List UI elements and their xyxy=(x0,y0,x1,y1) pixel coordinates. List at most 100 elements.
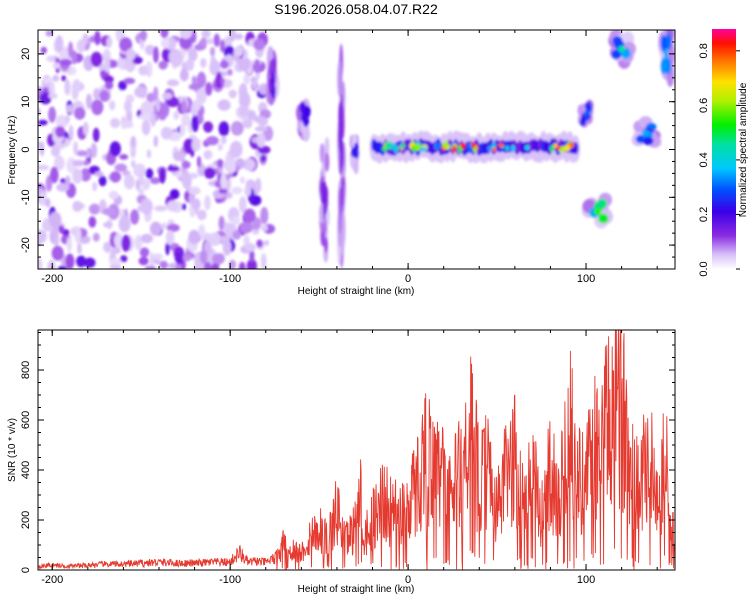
heatmap-noise-field xyxy=(196,71,207,88)
heatmap-noise-field xyxy=(182,172,192,190)
heatmap-noise-field xyxy=(98,175,107,187)
heatmap-noise-field xyxy=(243,208,256,223)
heatmap-noise-field xyxy=(107,59,119,68)
heatmap-noise-field xyxy=(72,79,81,93)
heatmap-noise-field xyxy=(124,99,132,113)
heatmap-noise-field xyxy=(73,141,79,156)
heatmap-noise-field xyxy=(261,224,268,232)
heatmap-noise-field xyxy=(140,198,153,215)
heatmap-noise-field xyxy=(104,55,111,73)
heatmap-noise-field xyxy=(38,258,43,269)
heatmap-noise-field xyxy=(146,149,152,159)
heatmap-noise-field xyxy=(181,114,191,126)
heatmap-noise-field xyxy=(94,171,104,178)
heatmap-cells xyxy=(38,30,675,269)
heatmap-noise-field xyxy=(93,88,100,100)
y-tick-label: 200 xyxy=(20,511,32,529)
heatmap-blob-6 xyxy=(660,57,667,75)
heatmap-main-band xyxy=(468,142,472,148)
heatmap-noise-field xyxy=(82,121,89,136)
heatmap-noise-field xyxy=(61,75,67,82)
heatmap-streak-1 xyxy=(319,203,324,223)
heatmap-noise-field xyxy=(191,115,199,133)
heatmap-streak-2 xyxy=(341,103,345,133)
heatmap-noise-field xyxy=(260,253,267,269)
heatmap-noise-field xyxy=(130,145,137,159)
heatmap-noise-field xyxy=(102,208,116,216)
heatmap-main-band xyxy=(487,145,492,152)
heatmap-arc-1 xyxy=(271,71,275,84)
colorbar-ticks: 0.0 0.2 0.4 0.6 0.8 xyxy=(698,43,740,277)
heatmap-noise-field xyxy=(38,164,50,171)
heatmap-noise-field xyxy=(90,51,103,67)
chart-title: S196.2026.058.04.07.R22 xyxy=(274,1,438,17)
heatmap-noise-field xyxy=(160,126,173,140)
heatmap-main-band xyxy=(437,142,441,150)
heatmap-blob-1 xyxy=(350,153,355,169)
heatmap-noise-field xyxy=(132,56,143,65)
heatmap-noise-field xyxy=(240,176,245,184)
heatmap-noise-field xyxy=(138,256,149,266)
heatmap-noise-field xyxy=(174,252,184,265)
heatmap-noise-field xyxy=(86,93,92,110)
heatmap-noise-field xyxy=(92,181,97,192)
heatmap-noise-field xyxy=(123,77,136,85)
heatmap-noise-field xyxy=(56,114,68,128)
colorbar-tick-label: 0.0 xyxy=(698,261,710,276)
heatmap-noise-field xyxy=(80,168,92,182)
heatmap-noise-field xyxy=(246,258,257,269)
colorbar-tick-label: 0.8 xyxy=(698,43,710,58)
heatmap-noise-field xyxy=(160,222,168,230)
heatmap-noise-field xyxy=(191,198,201,211)
heatmap-arc-2 xyxy=(302,114,308,123)
heatmap-noise-field xyxy=(140,233,153,244)
heatmap-noise-field xyxy=(109,171,122,183)
heatmap-streak-2 xyxy=(341,211,346,247)
heatmap-noise-field xyxy=(217,143,223,151)
heatmap-noise-field xyxy=(48,93,58,99)
y-tick-label: 800 xyxy=(20,361,32,379)
snr-x-label: Height of straight line (km) xyxy=(298,584,415,595)
heatmap-streak-2 xyxy=(341,178,345,207)
heatmap-noise-field xyxy=(140,100,153,118)
heatmap-noise-field xyxy=(203,261,212,269)
heatmap-main-band xyxy=(553,142,558,149)
heatmap-noise-field xyxy=(72,168,83,184)
heatmap-noise-field xyxy=(60,178,67,185)
heatmap-noise-field xyxy=(234,45,244,57)
heatmap-main-band xyxy=(393,145,399,154)
heatmap-noise-field xyxy=(49,211,62,229)
heatmap-noise-field xyxy=(257,145,271,155)
heatmap-noise-field xyxy=(220,135,227,145)
snr-series xyxy=(38,330,675,570)
heatmap-noise-field xyxy=(103,241,112,253)
heatmap-blob-1 xyxy=(353,150,357,158)
heatmap-noise-field xyxy=(88,203,101,215)
heatmap-noise-field xyxy=(91,99,104,116)
heatmap-blob-3 xyxy=(593,208,602,216)
heatmap-noise-field xyxy=(89,35,96,43)
heatmap-noise-field xyxy=(138,169,144,186)
heatmap-streak-1 xyxy=(324,137,330,157)
heatmap-noise-field xyxy=(200,58,207,68)
heatmap-noise-field xyxy=(141,119,151,136)
heatmap-arc-2 xyxy=(304,105,311,118)
heatmap-main-band xyxy=(400,142,404,151)
heatmap-noise-field xyxy=(173,110,180,120)
heatmap-noise-field xyxy=(185,58,195,71)
heatmap-streak-1 xyxy=(324,237,328,253)
heatmap-noise-field xyxy=(166,96,180,108)
heatmap-noise-field xyxy=(153,86,159,101)
heatmap-noise-field xyxy=(121,234,131,252)
snr-y-label: SNR (10 * v/v) xyxy=(7,418,18,482)
heatmap-noise-field xyxy=(94,30,101,46)
heatmap-noise-field xyxy=(203,121,214,133)
heatmap-noise-field xyxy=(210,46,215,57)
colorbar-tick-label: 0.2 xyxy=(698,207,710,222)
heatmap-noise-field xyxy=(182,254,191,262)
heatmap-noise-field xyxy=(249,249,255,263)
heatmap-noise-field xyxy=(166,223,180,232)
heatmap-noise-field xyxy=(72,159,85,167)
y-tick-label: 600 xyxy=(20,411,32,429)
